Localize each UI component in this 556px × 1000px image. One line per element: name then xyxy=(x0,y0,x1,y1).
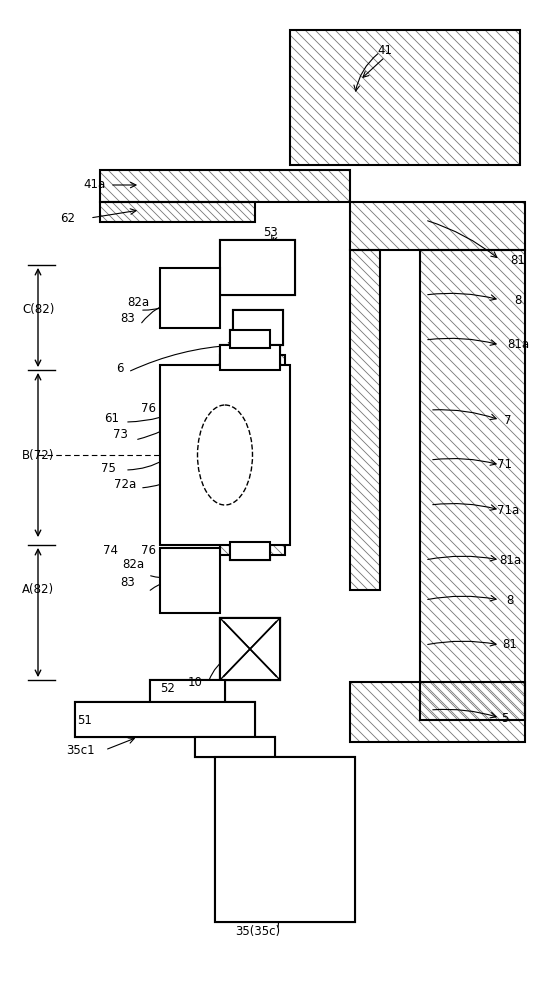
Bar xyxy=(150,680,225,702)
Text: 75: 75 xyxy=(101,462,116,475)
Bar xyxy=(160,365,290,545)
Bar xyxy=(350,202,525,250)
Bar xyxy=(350,250,380,590)
Bar xyxy=(75,702,255,737)
Bar xyxy=(220,618,280,680)
Bar xyxy=(220,355,285,555)
Text: 61: 61 xyxy=(105,412,120,424)
Bar xyxy=(230,330,270,348)
Bar xyxy=(215,757,355,922)
Bar xyxy=(220,345,280,370)
Text: 35(35c): 35(35c) xyxy=(235,926,281,938)
Text: 62: 62 xyxy=(61,212,76,225)
Bar xyxy=(420,250,525,720)
Text: 76: 76 xyxy=(141,544,156,556)
Bar xyxy=(220,618,280,680)
Bar xyxy=(230,330,270,348)
Text: 8: 8 xyxy=(514,294,522,306)
Bar xyxy=(233,310,283,345)
Text: 81a: 81a xyxy=(507,338,529,352)
Bar xyxy=(420,250,525,720)
Bar xyxy=(220,345,280,370)
Bar xyxy=(230,330,270,348)
Bar xyxy=(350,250,380,590)
Bar xyxy=(195,737,275,757)
Text: 52: 52 xyxy=(161,682,176,694)
Text: 41: 41 xyxy=(378,43,393,56)
Bar xyxy=(350,682,525,742)
Bar xyxy=(220,240,295,295)
Text: 35c1: 35c1 xyxy=(66,744,95,756)
Text: 83: 83 xyxy=(121,576,135,588)
Text: 74: 74 xyxy=(102,544,117,556)
Text: 8: 8 xyxy=(507,593,514,606)
Text: 82a: 82a xyxy=(127,296,149,310)
Bar xyxy=(195,737,275,757)
Text: 71a: 71a xyxy=(497,504,519,516)
Bar xyxy=(100,202,255,222)
Text: B(72): B(72) xyxy=(22,448,54,462)
Bar xyxy=(160,548,220,613)
Text: 81: 81 xyxy=(510,253,525,266)
Bar xyxy=(100,170,350,202)
Bar xyxy=(160,268,220,328)
Bar xyxy=(230,542,270,560)
Bar xyxy=(230,542,270,560)
Text: 71: 71 xyxy=(498,458,513,472)
Bar xyxy=(230,542,270,560)
Bar xyxy=(233,310,283,345)
Bar xyxy=(100,170,350,202)
Text: 6: 6 xyxy=(116,361,124,374)
Text: 51: 51 xyxy=(78,714,92,726)
Text: 53: 53 xyxy=(262,226,277,238)
Text: 81a: 81a xyxy=(499,554,521,566)
Bar xyxy=(150,680,225,702)
Text: 7: 7 xyxy=(504,414,512,426)
Bar xyxy=(220,345,280,370)
Bar xyxy=(290,30,520,165)
Text: 72a: 72a xyxy=(114,479,136,491)
Bar xyxy=(100,202,255,222)
Bar xyxy=(220,618,280,680)
Text: 76: 76 xyxy=(141,401,156,414)
Text: A(82): A(82) xyxy=(22,584,54,596)
Text: 41a: 41a xyxy=(84,178,106,192)
Bar xyxy=(220,240,295,295)
Bar xyxy=(290,30,520,165)
Bar xyxy=(350,682,525,742)
Text: 82a: 82a xyxy=(122,558,144,572)
Text: 81: 81 xyxy=(503,639,518,652)
Text: 5: 5 xyxy=(502,712,509,724)
Bar xyxy=(350,202,525,250)
Bar xyxy=(220,618,280,680)
Bar xyxy=(215,757,355,922)
Bar xyxy=(75,702,255,737)
Bar xyxy=(195,737,275,757)
Text: 83: 83 xyxy=(121,312,135,324)
Bar xyxy=(215,757,355,922)
Bar xyxy=(220,240,295,295)
Bar xyxy=(220,355,285,555)
Bar xyxy=(150,680,225,702)
Bar xyxy=(75,702,255,737)
Bar xyxy=(233,310,283,345)
Text: C(82): C(82) xyxy=(22,304,54,316)
Text: 10: 10 xyxy=(187,676,202,688)
Text: 73: 73 xyxy=(112,428,127,442)
